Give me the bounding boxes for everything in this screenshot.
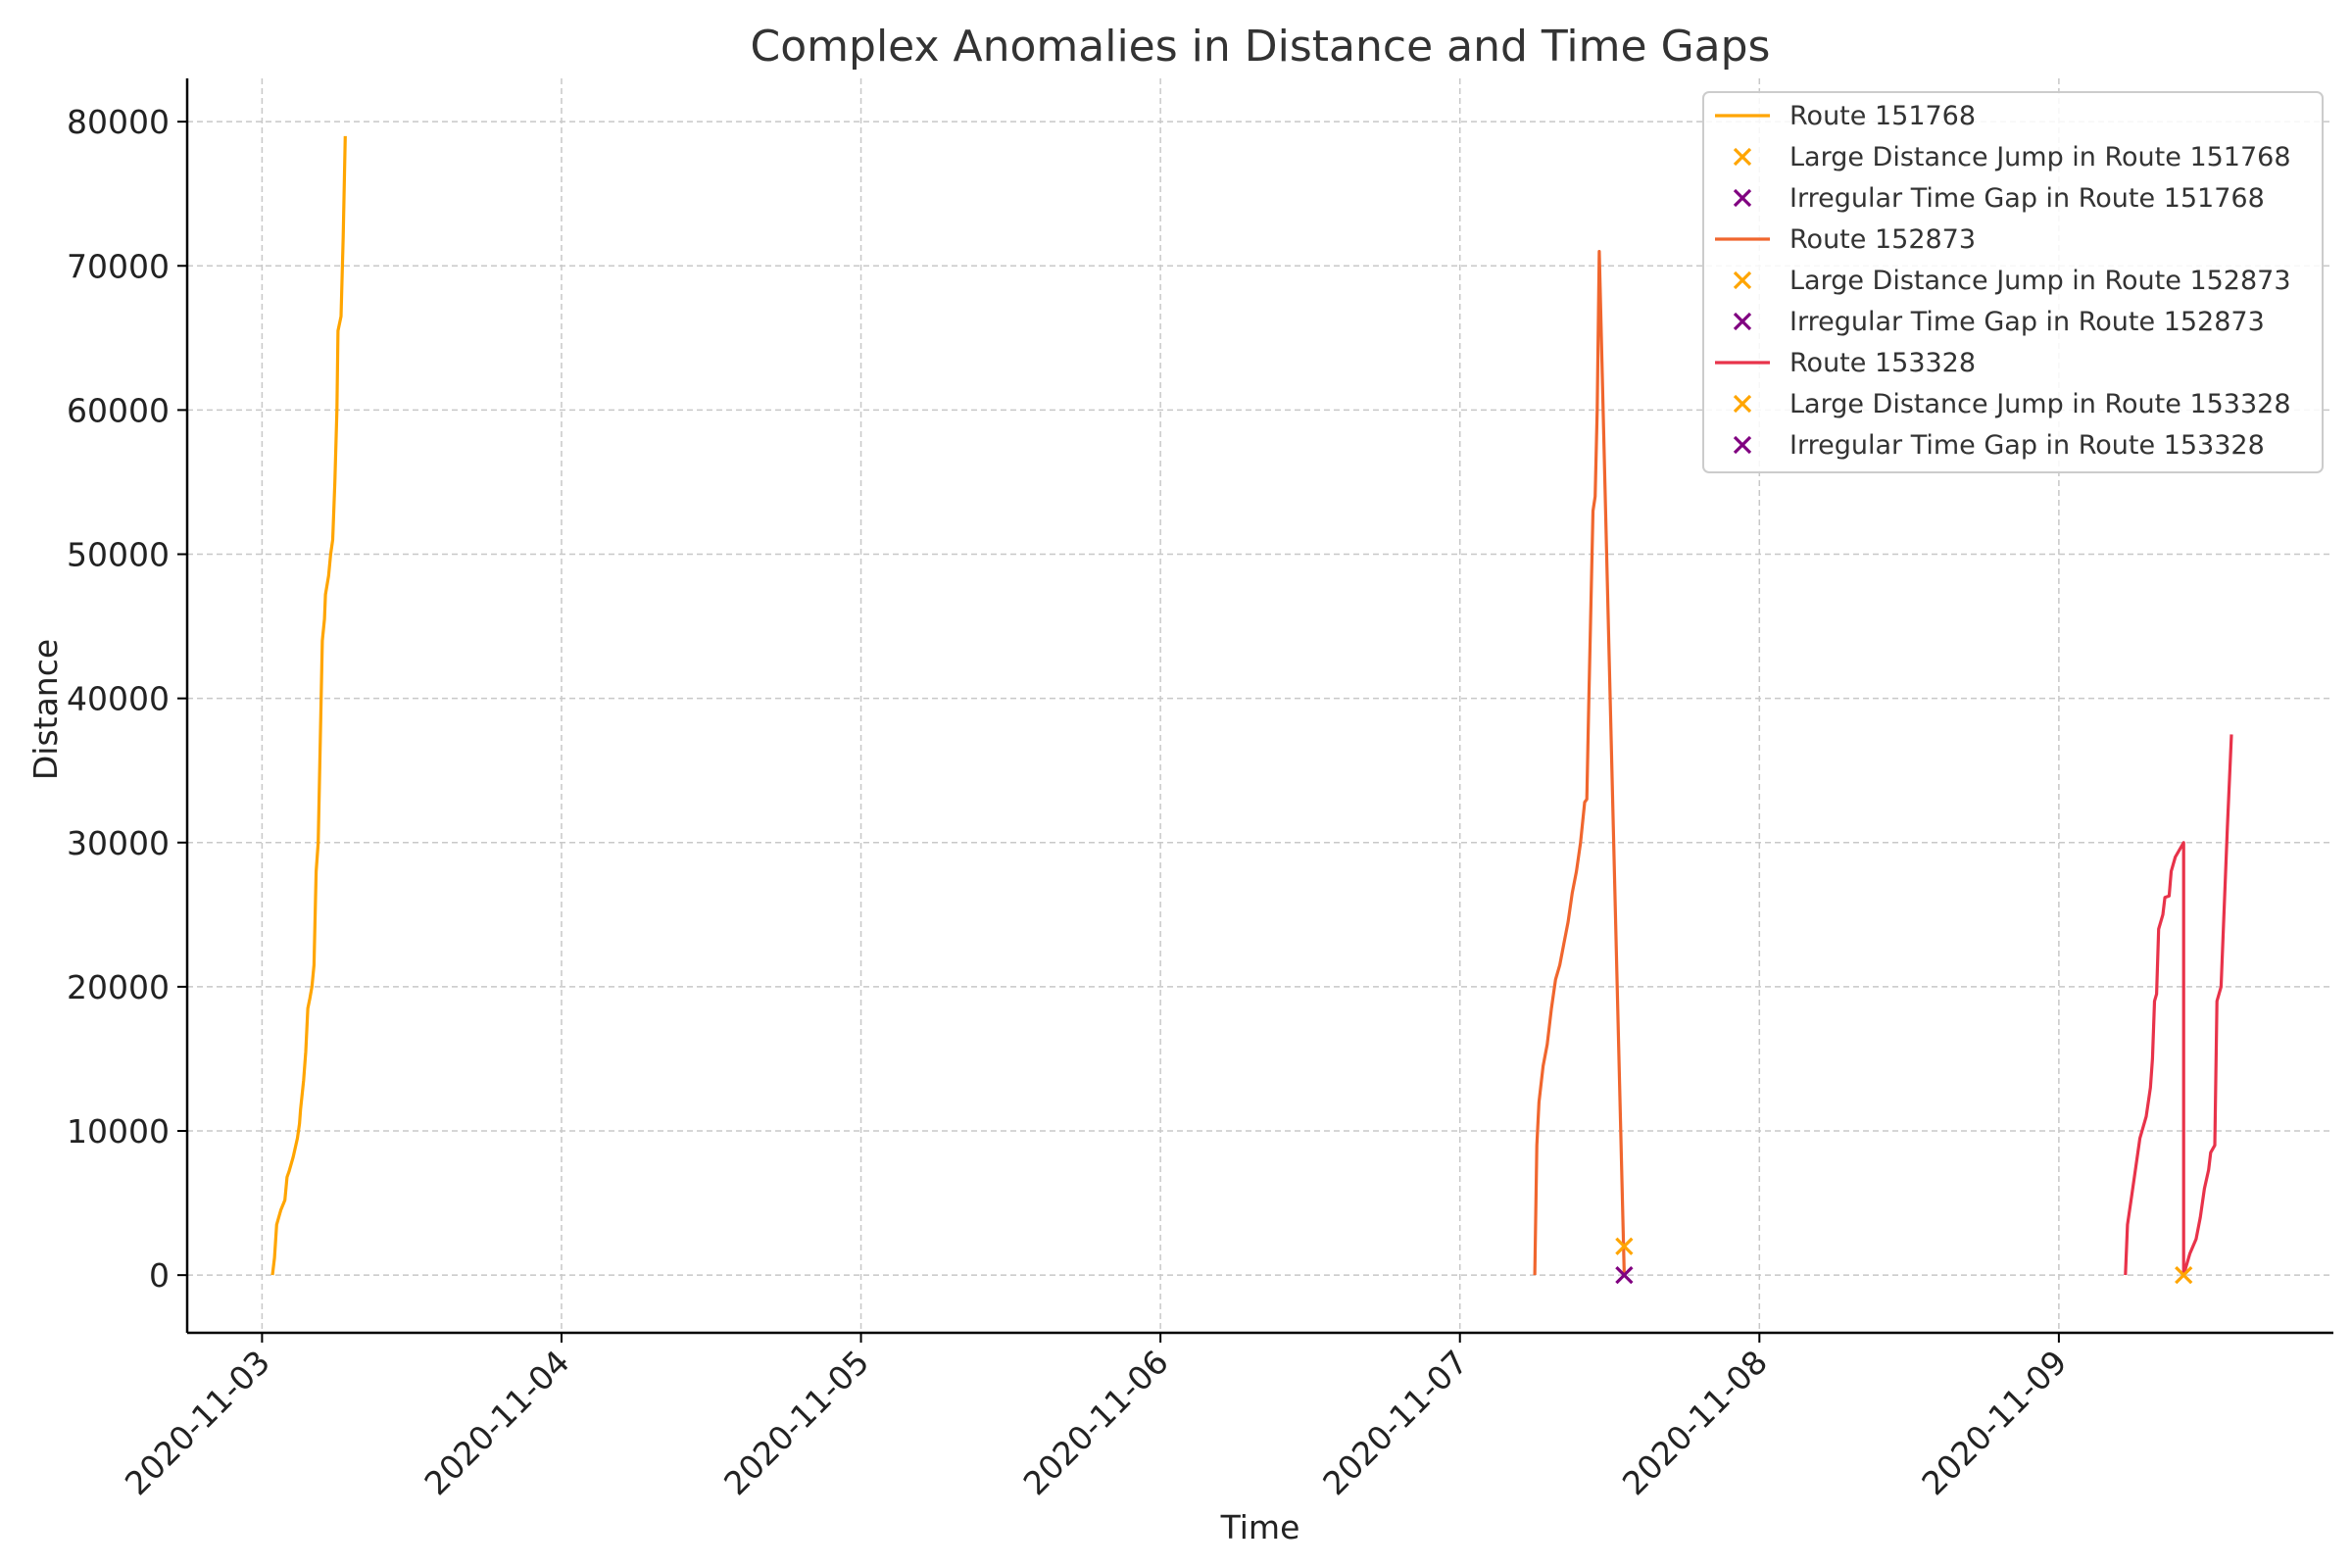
y-tick-label: 40000 bbox=[67, 680, 170, 718]
x-tick-label: 2020-11-03 bbox=[118, 1343, 277, 1502]
y-tick-label: 70000 bbox=[67, 247, 170, 285]
legend-x-handle bbox=[1733, 147, 1752, 167]
chart-legend: Route 151768 Large Distance Jump in Route… bbox=[1702, 91, 2324, 473]
series-line-route-152873 bbox=[1533, 250, 1626, 1276]
y-tick-label: 60000 bbox=[67, 391, 170, 429]
x-tick-label: 2020-11-06 bbox=[1016, 1343, 1176, 1502]
x-tick-label: 2020-11-04 bbox=[416, 1343, 576, 1502]
anomaly-marker bbox=[1615, 1237, 1634, 1255]
x-axis-label: Time bbox=[1220, 1508, 1300, 1546]
x-marker-stroke bbox=[1733, 435, 1752, 455]
axes bbox=[177, 78, 2333, 1343]
anomaly-marker bbox=[2175, 1266, 2193, 1285]
legend-x-handle bbox=[1733, 435, 1752, 455]
y-tick-label: 50000 bbox=[67, 536, 170, 574]
chart-title: Complex Anomalies in Distance and Time G… bbox=[751, 22, 1771, 72]
x-marker-stroke bbox=[1733, 188, 1752, 208]
legend-label: Irregular Time Gap in Route 151768 bbox=[1789, 183, 2265, 214]
legend-x-handle bbox=[1733, 188, 1752, 208]
legend-label: Irregular Time Gap in Route 152873 bbox=[1789, 307, 2265, 337]
series-lines bbox=[270, 135, 2233, 1277]
y-tick-label: 30000 bbox=[67, 824, 170, 862]
anomaly-markers bbox=[1615, 1237, 2193, 1285]
legend-label: Large Distance Jump in Route 152873 bbox=[1789, 266, 2291, 296]
legend-label: Large Distance Jump in Route 151768 bbox=[1789, 142, 2291, 172]
x-marker-stroke bbox=[1615, 1237, 1634, 1255]
legend-label: Irregular Time Gap in Route 153328 bbox=[1789, 430, 2265, 461]
legend-label: Route 151768 bbox=[1789, 101, 1976, 131]
y-tick-label: 0 bbox=[149, 1256, 170, 1295]
x-tick-label: 2020-11-08 bbox=[1615, 1343, 1775, 1502]
x-marker-stroke bbox=[1733, 394, 1752, 414]
x-tick-label: 2020-11-09 bbox=[1914, 1343, 2074, 1502]
legend-x-handle bbox=[1733, 394, 1752, 414]
x-marker-stroke bbox=[1733, 312, 1752, 331]
legend-label: Large Distance Jump in Route 153328 bbox=[1789, 389, 2291, 419]
x-marker-stroke bbox=[1733, 147, 1752, 167]
series-line-route-153328 bbox=[2124, 734, 2233, 1277]
legend-x-handle bbox=[1733, 270, 1752, 290]
y-tick-label: 10000 bbox=[67, 1112, 170, 1151]
y-axis-label: Distance bbox=[26, 639, 65, 780]
legend-x-handle bbox=[1733, 312, 1752, 331]
series-line-route-151768 bbox=[270, 135, 347, 1276]
x-tick-label: 2020-11-07 bbox=[1315, 1343, 1475, 1502]
legend-label: Route 152873 bbox=[1789, 224, 1976, 255]
x-marker-stroke bbox=[1615, 1266, 1634, 1285]
x-marker-stroke bbox=[2175, 1266, 2193, 1285]
y-tick-label: 20000 bbox=[67, 968, 170, 1006]
x-tick-label: 2020-11-05 bbox=[716, 1343, 876, 1502]
anomaly-marker bbox=[1615, 1266, 1634, 1285]
legend-label: Route 153328 bbox=[1789, 348, 1976, 378]
x-marker-stroke bbox=[1733, 270, 1752, 290]
legend-box bbox=[1702, 91, 2324, 473]
y-tick-label: 80000 bbox=[67, 103, 170, 141]
